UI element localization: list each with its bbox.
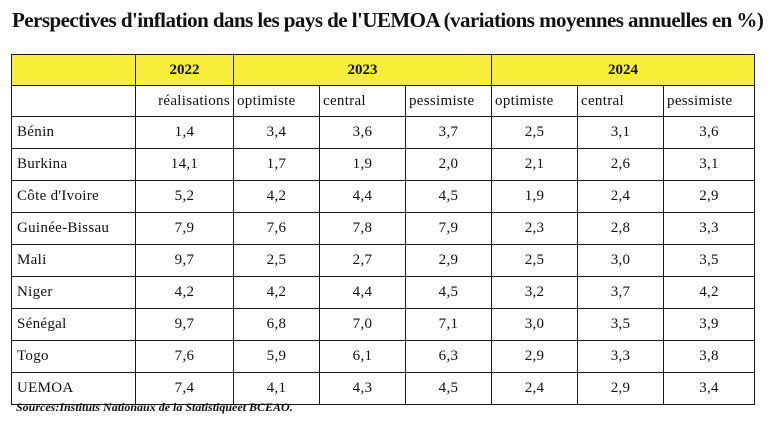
table-row: Niger 4,2 4,2 4,4 4,5 3,2 3,7 4,2 [11, 276, 756, 309]
value-cell: 4,2 [135, 276, 234, 309]
scenario-header: optimiste [233, 85, 320, 117]
value-cell: 2,9 [577, 372, 665, 405]
value-cell: 3,6 [663, 116, 756, 149]
table-row: Sénégal 9,7 6,8 7,0 7,1 3,0 3,5 3,9 [11, 308, 756, 341]
value-cell: 4,3 [319, 372, 406, 405]
year-header-2022: 2022 [135, 54, 234, 86]
country-cell: Guinée-Bissau [11, 212, 136, 245]
scenario-header: pessimiste [663, 85, 756, 117]
value-cell: 9,7 [135, 308, 234, 341]
value-cell: 1,4 [135, 116, 234, 149]
value-cell: 14,1 [135, 148, 234, 181]
value-cell: 7,4 [135, 372, 234, 405]
value-cell: 4,4 [319, 180, 406, 213]
country-cell: UEMOA [11, 372, 136, 405]
year-header-row: 2022 2023 2024 [11, 54, 756, 86]
value-cell: 3,1 [577, 116, 665, 149]
value-cell: 4,2 [233, 276, 320, 309]
value-cell: 5,9 [233, 340, 320, 373]
value-cell: 4,4 [319, 276, 406, 309]
table-body: Bénin 1,4 3,4 3,6 3,7 2,5 3,1 3,6 Burkin… [11, 116, 756, 405]
table-row: UEMOA 7,4 4,1 4,3 4,5 2,4 2,9 3,4 [11, 372, 756, 405]
scenario-header: central [577, 85, 665, 117]
value-cell: 2,7 [319, 244, 406, 277]
value-cell: 4,2 [663, 276, 756, 309]
table-row: Burkina 14,1 1,7 1,9 2,0 2,1 2,6 3,1 [11, 148, 756, 181]
value-cell: 3,6 [319, 116, 406, 149]
country-cell: Mali [11, 244, 136, 277]
table-row: Bénin 1,4 3,4 3,6 3,7 2,5 3,1 3,6 [11, 116, 756, 149]
value-cell: 1,7 [233, 148, 320, 181]
value-cell: 3,4 [663, 372, 756, 405]
country-cell: Niger [11, 276, 136, 309]
value-cell: 3,7 [404, 116, 493, 149]
value-cell: 4,5 [404, 180, 493, 213]
value-cell: 7,8 [319, 212, 406, 245]
value-cell: 7,9 [135, 212, 234, 245]
page-title: Perspectives d'inflation dans les pays d… [12, 8, 764, 32]
value-cell: 3,8 [663, 340, 756, 373]
scenario-header: pessimiste [404, 85, 493, 117]
table-row: Côte d'Ivoire 5,2 4,2 4,4 4,5 1,9 2,4 2,… [11, 180, 756, 213]
inflation-table: 2022 2023 2024 réalisations optimiste ce… [11, 54, 756, 405]
header-corner [11, 54, 136, 86]
value-cell: 3,5 [577, 308, 665, 341]
country-cell: Togo [11, 340, 136, 373]
value-cell: 3,0 [577, 244, 665, 277]
scenario-header: optimiste [491, 85, 579, 117]
value-cell: 2,9 [663, 180, 756, 213]
value-cell: 7,1 [404, 308, 493, 341]
scenario-header-row: réalisations optimiste central pessimist… [11, 85, 756, 117]
value-cell: 4,5 [404, 276, 493, 309]
value-cell: 3,3 [663, 212, 756, 245]
value-cell: 6,1 [319, 340, 406, 373]
value-cell: 2,0 [404, 148, 493, 181]
source-note: Sources:Instituts Nationaux de la Statis… [16, 400, 293, 414]
value-cell: 3,1 [663, 148, 756, 181]
scenario-header: central [319, 85, 406, 117]
country-cell: Bénin [11, 116, 136, 149]
value-cell: 3,7 [577, 276, 665, 309]
value-cell: 2,9 [404, 244, 493, 277]
value-cell: 2,9 [491, 340, 579, 373]
value-cell: 2,5 [491, 116, 579, 149]
scenario-header: réalisations [135, 85, 234, 117]
value-cell: 2,1 [491, 148, 579, 181]
table-row: Togo 7,6 5,9 6,1 6,3 2,9 3,3 3,8 [11, 340, 756, 373]
value-cell: 5,2 [135, 180, 234, 213]
country-cell: Sénégal [11, 308, 136, 341]
value-cell: 3,9 [663, 308, 756, 341]
value-cell: 2,6 [577, 148, 665, 181]
value-cell: 9,7 [135, 244, 234, 277]
value-cell: 2,8 [577, 212, 665, 245]
value-cell: 7,6 [135, 340, 234, 373]
year-header-2024: 2024 [491, 54, 756, 86]
country-cell: Burkina [11, 148, 136, 181]
value-cell: 2,5 [233, 244, 320, 277]
value-cell: 4,5 [404, 372, 493, 405]
table-row: Guinée-Bissau 7,9 7,6 7,8 7,9 2,3 2,8 3,… [11, 212, 756, 245]
scenario-corner [11, 85, 136, 117]
value-cell: 3,4 [233, 116, 320, 149]
value-cell: 1,9 [491, 180, 579, 213]
value-cell: 6,8 [233, 308, 320, 341]
country-cell: Côte d'Ivoire [11, 180, 136, 213]
value-cell: 6,3 [404, 340, 493, 373]
value-cell: 3,5 [663, 244, 756, 277]
value-cell: 7,9 [404, 212, 493, 245]
value-cell: 7,6 [233, 212, 320, 245]
year-header-2023: 2023 [232, 54, 493, 86]
value-cell: 2,5 [491, 244, 579, 277]
value-cell: 3,0 [491, 308, 579, 341]
value-cell: 2,3 [491, 212, 579, 245]
value-cell: 1,9 [319, 148, 406, 181]
value-cell: 3,2 [491, 276, 579, 309]
value-cell: 3,3 [577, 340, 665, 373]
value-cell: 7,0 [319, 308, 406, 341]
value-cell: 2,4 [491, 372, 579, 405]
value-cell: 4,2 [233, 180, 320, 213]
table-row: Mali 9,7 2,5 2,7 2,9 2,5 3,0 3,5 [11, 244, 756, 277]
value-cell: 2,4 [577, 180, 665, 213]
